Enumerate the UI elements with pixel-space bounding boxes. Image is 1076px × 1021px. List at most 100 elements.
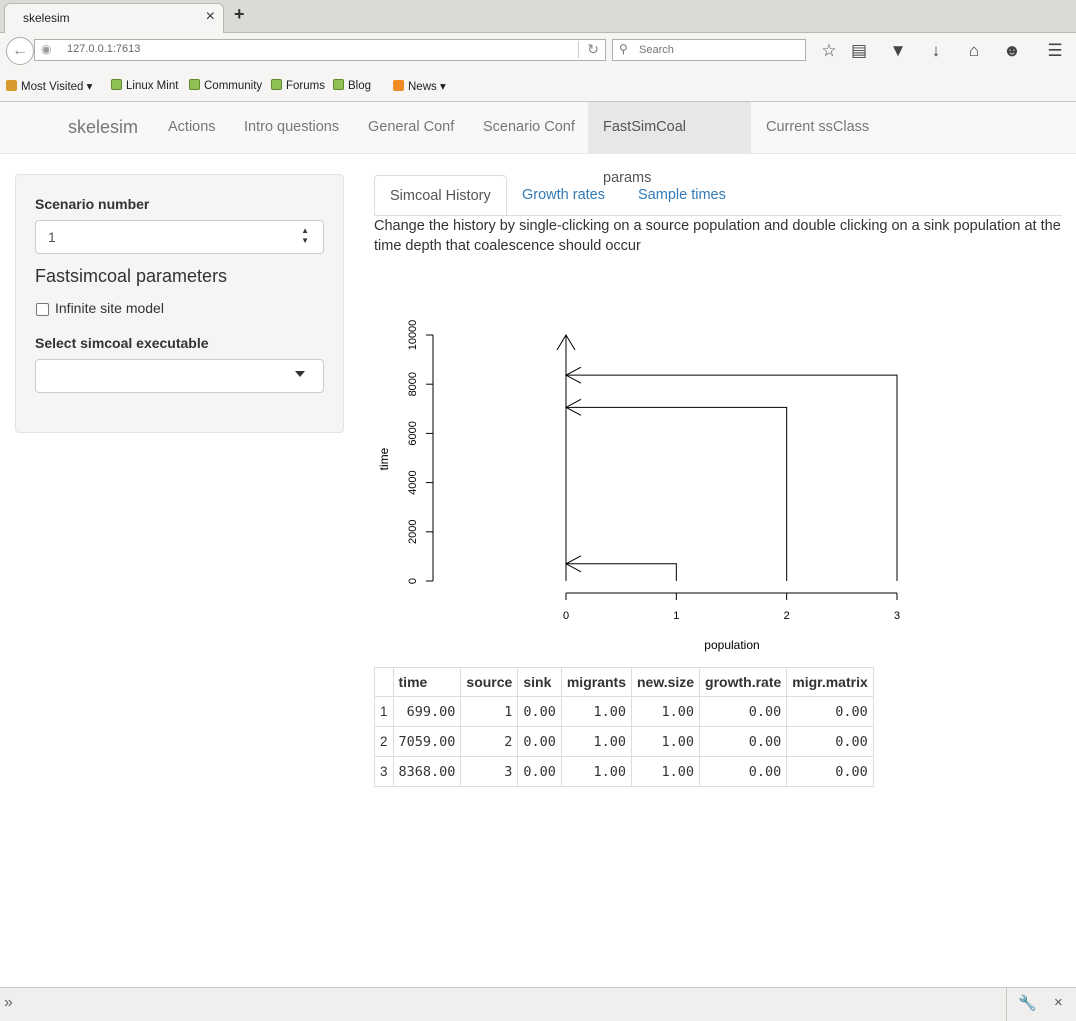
lineage-arrowhead <box>564 398 582 416</box>
cell-time: 699.00 <box>392 696 462 727</box>
folder-icon <box>6 80 17 91</box>
x-axis-label: population <box>704 638 759 652</box>
x-tick-label: 3 <box>894 610 900 622</box>
bookmark-forums[interactable]: Forums <box>271 79 325 92</box>
cell-sink: 0.00 <box>517 756 562 787</box>
reload-icon[interactable]: ↻ <box>578 41 599 58</box>
close-tab-icon[interactable]: × <box>205 8 215 25</box>
y-tick-label: 4000 <box>407 470 419 494</box>
y-tick-label: 10000 <box>407 320 419 351</box>
cell-new-size: 1.00 <box>630 756 701 787</box>
nav-actions[interactable]: Actions <box>168 119 216 135</box>
mint-icon <box>111 79 122 90</box>
cell-migrants: 1.00 <box>560 696 632 727</box>
spinner-arrows-icon[interactable]: ▲ ▼ <box>301 226 309 245</box>
x-tick-label: 1 <box>673 610 679 622</box>
y-tick-label: 6000 <box>407 421 419 445</box>
cell-new-size: 1.00 <box>630 726 701 757</box>
bookmark-community[interactable]: Community <box>189 79 262 92</box>
search-bar[interactable]: ⚲ <box>612 39 806 61</box>
rss-icon <box>393 80 404 91</box>
console-expand-icon[interactable]: » <box>4 994 13 1011</box>
nav-general-conf[interactable]: General Conf <box>368 119 455 135</box>
bookmarks-toolbar: Most Visited ▾ Linux Mint Community Foru… <box>0 71 1076 102</box>
col-header-rowname <box>374 667 394 697</box>
url-text[interactable]: 127.0.0.1:7613 <box>67 43 141 55</box>
y-tick-label: 2000 <box>407 520 419 544</box>
nav-scenario-conf[interactable]: Scenario Conf <box>483 119 575 135</box>
nav-fastsimcoal-params[interactable]: FastSimCoal params <box>588 102 751 186</box>
cell-source: 3 <box>460 756 519 787</box>
search-icon: ⚲ <box>619 42 628 56</box>
col-header-new-size: new.size <box>630 667 701 697</box>
cell-rowname: 2 <box>374 726 394 757</box>
wrench-icon[interactable]: 🔧 <box>1018 995 1037 1012</box>
cell-sink: 0.00 <box>517 696 562 727</box>
y-tick-label: 8000 <box>407 372 419 396</box>
cell-source: 1 <box>460 696 519 727</box>
x-tick-label: 0 <box>563 610 569 622</box>
cell-time: 7059.00 <box>392 726 462 757</box>
back-icon[interactable]: ← <box>6 37 34 65</box>
lineage-arrowhead <box>564 555 582 573</box>
infinite-site-checkbox[interactable] <box>36 303 49 316</box>
table-row: 2 7059.00 2 0.00 1.00 1.00 0.00 0.00 <box>374 726 874 757</box>
downloads-icon[interactable]: ↓ <box>931 41 941 60</box>
browser-tab[interactable]: skelesim × <box>4 3 224 33</box>
nav-current-ssclass[interactable]: Current ssClass <box>766 119 870 135</box>
mint-icon <box>189 79 200 90</box>
tab-growth-rates[interactable]: Growth rates <box>522 187 605 203</box>
bookmark-news[interactable]: News ▾ <box>393 79 446 93</box>
app-brand[interactable]: skelesim <box>68 117 139 137</box>
bookmark-linux-mint[interactable]: Linux Mint <box>111 79 178 92</box>
table-row: 3 8368.00 3 0.00 1.00 1.00 0.00 0.00 <box>374 756 874 787</box>
simcoal-history-plot[interactable]: 0 2000 4000 6000 8000 10000 0 1 2 3 population ti… <box>374 300 934 660</box>
lineage-path <box>566 374 898 581</box>
cell-rowname: 1 <box>374 696 394 727</box>
executable-select[interactable] <box>35 359 324 393</box>
developer-toolbar: » 🔧 × <box>0 987 1076 1021</box>
search-input[interactable] <box>637 43 791 57</box>
cell-migr-matrix: 0.00 <box>786 696 874 727</box>
nav-intro-questions[interactable]: Intro questions <box>244 119 340 135</box>
col-header-source: source <box>460 667 519 697</box>
cell-new-size: 1.00 <box>630 696 701 727</box>
browser-tab-title: skelesim <box>23 11 70 25</box>
fastsimcoal-section-title: Fastsimcoal parameters <box>35 266 228 286</box>
new-tab-icon[interactable]: + <box>234 4 245 24</box>
bookmarks-menu-icon[interactable]: ▤ <box>850 41 868 60</box>
cell-source: 2 <box>460 726 519 757</box>
chevron-down-icon <box>295 371 305 377</box>
col-header-sink: sink <box>517 667 562 697</box>
mint-icon <box>333 79 344 90</box>
bookmark-most-visited[interactable]: Most Visited ▾ <box>6 79 92 93</box>
toolbar-divider <box>1006 988 1007 1021</box>
cell-growth-rate: 0.00 <box>699 726 788 757</box>
cell-time: 8368.00 <box>392 756 462 787</box>
col-header-time: time <box>392 667 462 697</box>
cell-growth-rate: 0.00 <box>699 756 788 787</box>
y-axis-label: time <box>377 447 391 470</box>
mint-icon <box>271 79 282 90</box>
x-tick-label: 2 <box>784 610 790 622</box>
pocket-icon[interactable]: ▼ <box>889 41 907 60</box>
history-params-table: time source sink migrants new.size growth.rat… <box>374 667 874 787</box>
bookmark-star-icon[interactable]: ☆ <box>821 41 837 60</box>
table-row: 1 699.00 1 0.00 1.00 1.00 0.00 0.00 <box>374 696 874 727</box>
home-icon[interactable]: ⌂ <box>968 41 980 60</box>
site-info-icon[interactable]: ◉ <box>41 42 52 56</box>
executable-label: Select simcoal executable <box>35 335 209 351</box>
col-header-migr-matrix: migr.matrix <box>786 667 874 697</box>
lineage-path <box>566 563 677 581</box>
tab-simcoal-history[interactable]: Simcoal History <box>374 175 507 216</box>
hamburger-menu-icon[interactable]: ☰ <box>1047 41 1063 60</box>
bookmark-blog[interactable]: Blog <box>333 79 371 92</box>
scenario-number-input[interactable]: 1 ▲ ▼ <box>35 220 324 254</box>
scenario-number-value: 1 <box>48 229 56 245</box>
scenario-number-label: Scenario number <box>35 196 150 212</box>
trunk-arrowhead <box>556 334 576 351</box>
chat-icon[interactable]: ☻ <box>1003 41 1021 60</box>
close-icon[interactable]: × <box>1054 994 1063 1011</box>
tab-sample-times[interactable]: Sample times <box>638 187 726 203</box>
url-bar[interactable]: ◉ 127.0.0.1:7613 ↻ <box>34 39 606 61</box>
